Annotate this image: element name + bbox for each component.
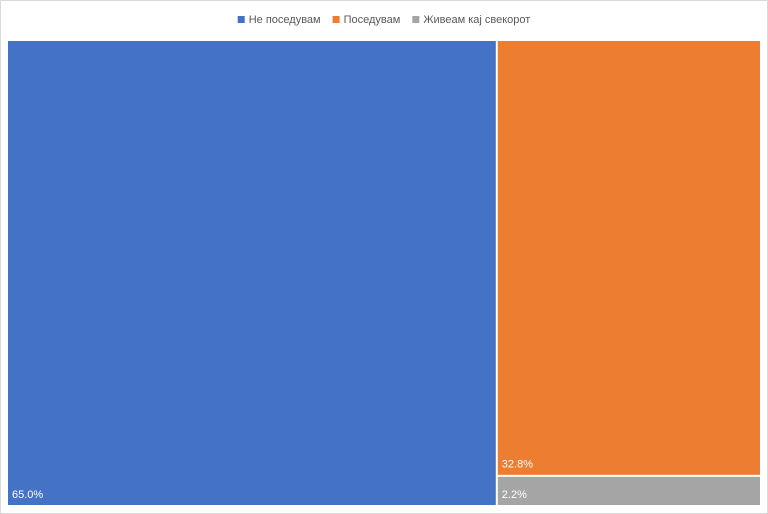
treemap-tile	[497, 476, 760, 505]
treemap-tile	[8, 41, 496, 505]
legend-label: Живеам кај свекорот	[423, 14, 530, 26]
legend-swatch	[332, 16, 340, 23]
data-label: 32.8%	[502, 459, 533, 471]
legend: Не поседувам Поседувам Живеам кај свекорот	[237, 14, 530, 26]
legend-swatch	[412, 16, 420, 23]
treemap-tile	[497, 41, 760, 475]
data-label: 65.0%	[12, 489, 43, 501]
legend-label: Поседувам	[344, 14, 401, 26]
legend-label: Не поседувам	[249, 14, 321, 26]
legend-swatch	[237, 16, 245, 23]
data-label: 2.2%	[502, 489, 527, 501]
